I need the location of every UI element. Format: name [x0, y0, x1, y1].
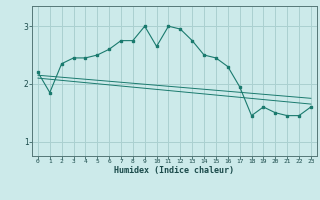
X-axis label: Humidex (Indice chaleur): Humidex (Indice chaleur): [115, 166, 234, 175]
